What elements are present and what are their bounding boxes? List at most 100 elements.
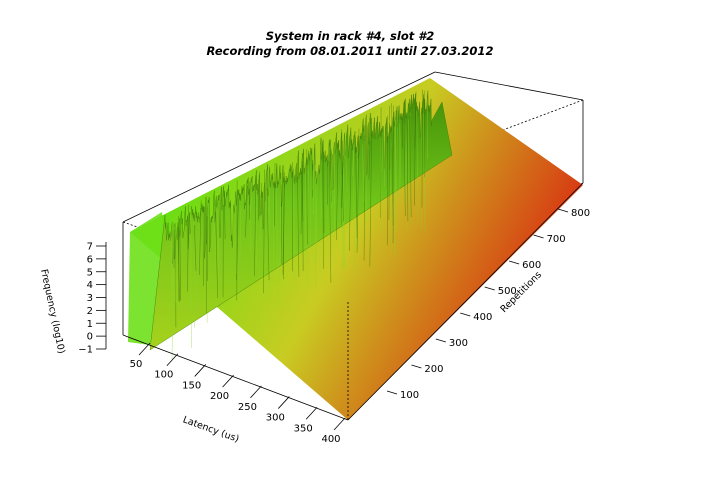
ridge-streak [386,115,389,246]
ridge-streak [341,129,344,222]
ridge-streak [170,219,173,300]
x-tick-mark [277,396,290,409]
ridge-streak [213,215,217,283]
ridge-streak [403,102,406,216]
y-tick-label: 700 [547,234,566,245]
ridge-streak [306,149,308,245]
ridge-streak [215,211,218,299]
ridge-streak [174,216,177,303]
x-tick-mark [333,417,346,431]
ridge-streak [369,131,372,267]
ridge-streak [343,131,346,162]
ridge-streak [345,144,348,192]
ridge-streak [258,171,260,221]
ridge-streak [365,136,367,223]
ridge-streak [362,144,365,202]
y-tick-label: 400 [473,312,492,323]
ridge-streak [216,206,219,279]
ridge-streak [423,112,426,233]
ridge-streak [414,91,417,149]
ridge-streak [356,128,360,253]
ridge-streak [394,119,396,258]
z-axis: −1 0 1 2 3 4 5 67 Frequency (log10) [38,242,107,356]
z-tick-label: 4 [87,280,93,291]
ridge-streak [248,181,251,220]
ridge-streak [203,206,205,287]
ridge-streak [416,110,419,223]
y-tick-label: 600 [522,260,541,271]
ridge-streak [280,184,283,265]
x-tick-mark [305,407,318,420]
ridge-streak [312,148,315,215]
ridge-streak [342,142,346,268]
z-tick-label: 3 [87,293,93,304]
ridge-streak [311,159,314,198]
y-tick-mark [533,234,544,239]
x-tick-mark [138,342,151,356]
ridge-streak [349,147,352,251]
ridge-streak [193,222,195,328]
ridge-streak [197,212,200,299]
x-tick-label: 350 [294,423,313,434]
ridge-streak [239,206,242,259]
x-axis-label: Latency (us) [181,414,240,444]
ridge-streak [274,162,276,226]
x-tick-label: 300 [266,413,285,424]
y-tick-label: 300 [449,338,468,349]
x-tick-label: 200 [210,391,229,402]
z-tick-label: 1 [87,319,93,330]
z-tick-label: 2 [87,306,93,317]
y-tick-label: 200 [424,364,443,375]
ridge-streak [297,176,300,277]
ridge-streak [395,120,398,232]
z-tick-label: 7 [87,242,93,253]
ridge-streak [269,186,271,304]
y-tick-mark [435,338,446,343]
ridge-streak [194,225,197,271]
y-tick-label: 800 [571,208,590,219]
surface-floor [130,78,583,420]
ridge-streak [283,177,285,280]
ridge-streak [406,113,409,222]
ridge-streak [199,200,202,275]
ridge-streak [315,155,318,263]
x-tick-mark [222,374,234,388]
y-tick-mark [557,208,569,213]
ridge-streak [217,189,221,263]
chart-subtitle: Recording from 08.01.2011 until 27.03.20… [207,44,494,58]
y-tick-mark [460,312,471,317]
ridge-streak [176,214,179,307]
ridge-streak [363,135,366,261]
ridge-streak [212,206,215,248]
ridge-streak [276,188,279,309]
ridge-streak [223,193,226,240]
ridge-streak [329,161,332,283]
z-tick-label: 0 [87,332,93,343]
ridge-streak [272,184,275,286]
y-tick-label: 500 [498,286,517,297]
ridge-streak [352,144,355,176]
ridge-streak [331,132,334,209]
ridge-streak [245,185,248,238]
ridge-streak [328,133,330,197]
ridge-streak [266,187,270,281]
ridge-streak [341,140,343,226]
ridge-streak [301,171,304,222]
x-tick-label: 250 [238,402,257,413]
ridge-streak [186,204,190,292]
ridge-streak [190,208,192,310]
ridge-streak [336,140,339,240]
x-tick-label: 400 [321,434,340,445]
chart-title: System in rack #4, slot #2 [266,29,435,43]
ridge-streak [381,119,384,173]
ridge-streak [232,196,235,250]
ridge-streak [399,102,402,187]
x-tick-mark [250,385,262,399]
ridge-streak [368,141,371,180]
ridge-streak [179,230,181,301]
y-tick-mark [411,364,422,369]
z-tick-label: 5 [87,267,93,278]
z-axis-label: Frequency (log10) [38,268,67,354]
z-tick-label: −1 [78,345,93,356]
